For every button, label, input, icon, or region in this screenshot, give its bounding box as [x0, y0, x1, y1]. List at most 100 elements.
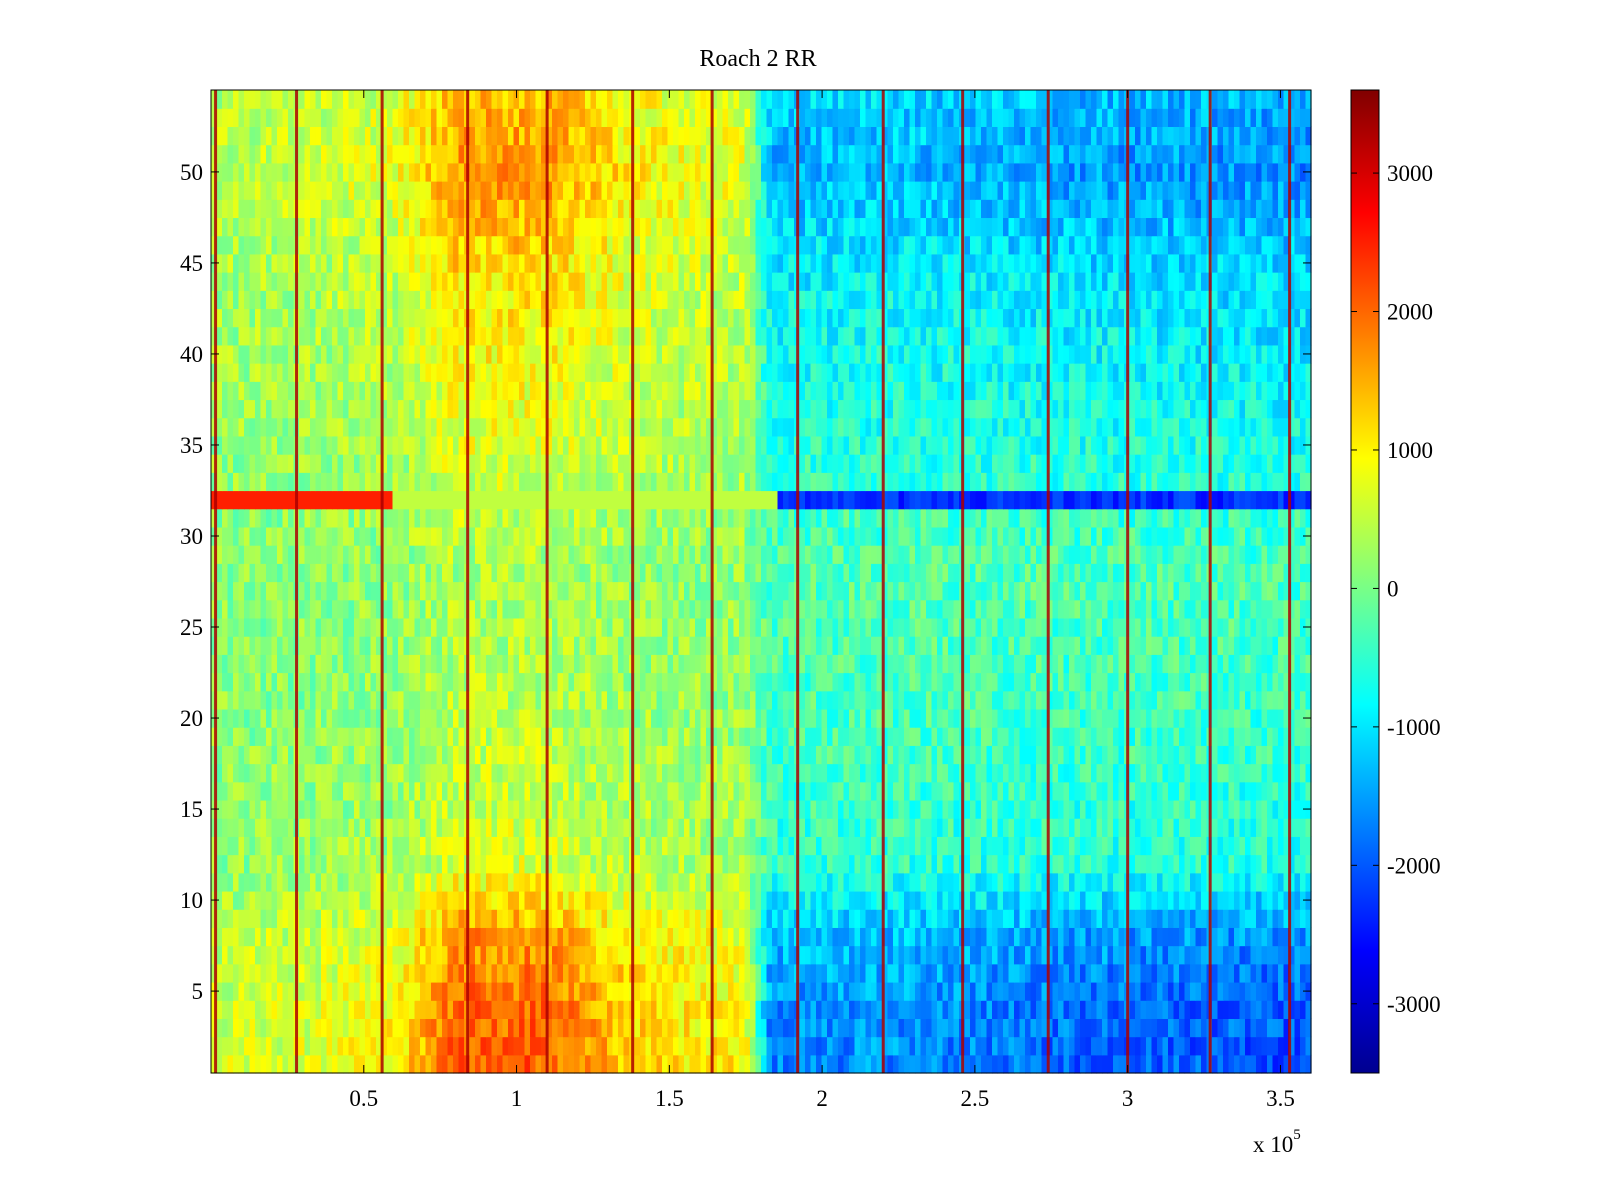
heatmap-cell	[684, 1018, 691, 1038]
heatmap-cell	[574, 909, 581, 928]
heatmap-cell	[678, 636, 685, 655]
heatmap-cell	[634, 654, 641, 674]
heatmap-cell	[1256, 745, 1263, 765]
heatmap-cell	[365, 963, 372, 983]
heatmap-cell	[552, 927, 559, 947]
heatmap-cell	[838, 708, 845, 728]
heatmap-cell	[1030, 690, 1037, 710]
heatmap-cell	[381, 727, 388, 746]
heatmap-cell	[876, 1018, 883, 1038]
heatmap-cell	[216, 781, 223, 801]
heatmap-cell	[497, 1054, 504, 1074]
heatmap-cell	[1102, 654, 1109, 674]
heatmap-cell	[1179, 872, 1186, 892]
heatmap-cell	[1140, 727, 1147, 746]
heatmap-cell	[1256, 690, 1263, 710]
heatmap-cell	[1272, 636, 1279, 655]
heatmap-cell	[1058, 636, 1065, 655]
heatmap-cell	[469, 690, 476, 710]
heatmap-cell	[1036, 927, 1043, 947]
heatmap-cell	[436, 963, 443, 983]
heatmap-cell	[838, 1000, 845, 1019]
heatmap-cell	[623, 963, 630, 983]
heatmap-cell	[893, 763, 900, 783]
heatmap-cell	[436, 945, 443, 965]
heatmap-cell	[931, 781, 938, 801]
heatmap-cell	[623, 708, 630, 728]
heatmap-cell	[1019, 636, 1026, 655]
heatmap-cell	[651, 927, 658, 947]
heatmap-cell	[1245, 818, 1252, 837]
heatmap-cell	[502, 872, 509, 892]
heatmap-cell	[1162, 836, 1169, 856]
heatmap-cell	[1091, 636, 1098, 655]
heatmap-cell	[513, 981, 520, 1001]
heatmap-cell	[1091, 927, 1098, 947]
heatmap-cell	[766, 963, 773, 983]
heatmap-cell	[673, 763, 680, 783]
heatmap-cell	[1041, 836, 1048, 856]
heatmap-cell	[255, 654, 262, 674]
heatmap-cell	[431, 690, 438, 710]
heatmap-cell	[486, 781, 493, 801]
heatmap-cell	[354, 799, 361, 819]
heatmap-cell	[640, 818, 647, 837]
heatmap-cell	[420, 672, 427, 692]
heatmap-cell	[1201, 836, 1208, 856]
heatmap-cell	[326, 909, 333, 928]
heatmap-cell	[882, 981, 889, 1001]
heatmap-cell	[392, 927, 399, 947]
heatmap-cell	[827, 890, 834, 910]
heatmap-cell	[1118, 1018, 1125, 1038]
heatmap-cell	[1223, 909, 1230, 928]
heatmap-cell	[337, 963, 344, 983]
heatmap-cell	[1234, 909, 1241, 928]
heatmap-cell	[1085, 1036, 1092, 1056]
heatmap-cell	[1096, 945, 1103, 965]
heatmap-cell	[508, 854, 515, 874]
heatmap-cell	[585, 727, 592, 746]
heatmap-cell	[1294, 654, 1301, 674]
heatmap-cell	[1036, 781, 1043, 801]
heatmap-cell	[420, 763, 427, 783]
heatmap-cell	[810, 872, 817, 892]
heatmap-cell	[645, 763, 652, 783]
heatmap-cell	[475, 1000, 482, 1019]
heatmap-cell	[282, 799, 289, 819]
heatmap-cell	[475, 654, 482, 674]
heatmap-cell	[1179, 727, 1186, 746]
heatmap-cell	[673, 963, 680, 983]
heatmap-cell	[623, 799, 630, 819]
heatmap-cell	[997, 708, 1004, 728]
heatmap-cell	[992, 636, 999, 655]
heatmap-cell	[1003, 708, 1010, 728]
heatmap-cell	[299, 854, 306, 874]
heatmap-cell	[1278, 818, 1285, 837]
heatmap-cell	[909, 708, 916, 728]
heatmap-cell	[574, 799, 581, 819]
heatmap-cell	[1036, 963, 1043, 983]
heatmap-cell	[893, 799, 900, 819]
heatmap-cell	[585, 799, 592, 819]
heatmap-cell	[601, 1054, 608, 1074]
heatmap-cell	[392, 781, 399, 801]
heatmap-cell	[1041, 818, 1048, 837]
heatmap-cell	[491, 1000, 498, 1019]
heatmap-cell	[992, 981, 999, 1001]
heatmap-cell	[392, 890, 399, 910]
heatmap-cell	[1019, 708, 1026, 728]
heatmap-cell	[458, 890, 465, 910]
heatmap-cell	[926, 781, 933, 801]
heatmap-cell	[1289, 654, 1296, 674]
heatmap-cell	[656, 927, 663, 947]
heatmap-cell	[1173, 927, 1180, 947]
heatmap-cell	[557, 1018, 564, 1038]
heatmap-cell	[662, 799, 669, 819]
heatmap-cell	[497, 963, 504, 983]
heatmap-cell	[1179, 1054, 1186, 1074]
heatmap-cell	[563, 745, 570, 765]
heatmap-cell	[1151, 890, 1158, 910]
heatmap-cell	[480, 981, 487, 1001]
heatmap-cell	[282, 690, 289, 710]
heatmap-cell	[332, 945, 339, 965]
